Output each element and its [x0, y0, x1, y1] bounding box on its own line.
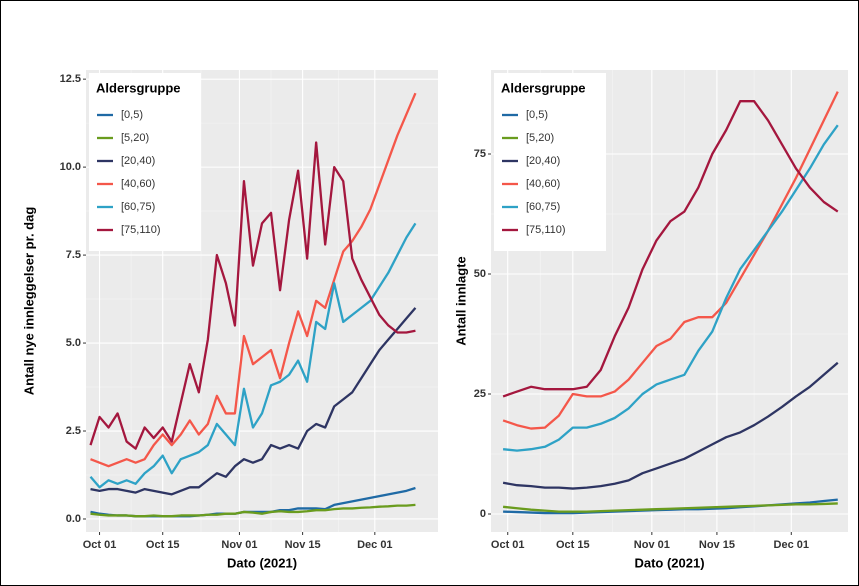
series-line [502, 361, 839, 490]
x-tick-label: Oct 15 [556, 539, 590, 551]
series-line [89, 222, 417, 489]
x-tick-label: Nov 15 [699, 539, 735, 551]
legend-label: [75,110) [121, 224, 161, 236]
legend-label: [5,20) [526, 132, 554, 144]
y-tick-label: 75 [474, 148, 486, 160]
y-tick-label: 50 [474, 268, 486, 280]
legend-label: [75,110) [526, 224, 566, 236]
x-axis-title: Dato (2021) [227, 555, 297, 570]
legend-title: Aldersgruppe [96, 80, 181, 95]
legend-label: [20,40) [526, 155, 560, 167]
x-tick-label: Oct 15 [146, 539, 180, 551]
y-tick-label: 0.0 [66, 513, 81, 525]
y-tick-label: 5.0 [66, 337, 81, 349]
legend-label: [40,60) [526, 178, 560, 190]
series-line [502, 91, 839, 430]
x-tick-label: Nov 01 [221, 539, 257, 551]
legend-label: [0,5) [121, 109, 143, 121]
series-line [90, 307, 417, 496]
y-axis-title: Antall innlagte [453, 256, 468, 346]
y-axis-title: Antall nye innleggelser pr. dag [21, 207, 36, 396]
x-tick-label: Oct 01 [491, 539, 525, 551]
x-tick-label: Nov 01 [634, 539, 670, 551]
series-line [90, 92, 417, 468]
legend-title: Aldersgruppe [501, 80, 586, 95]
y-tick-label: 25 [474, 388, 486, 400]
legend-label: [40,60) [121, 178, 155, 190]
y-tick-label: 7.5 [66, 249, 81, 261]
y-tick-label: 10.0 [60, 161, 81, 173]
x-axis-title: Dato (2021) [634, 555, 704, 570]
legend-label: [60,75) [121, 201, 155, 213]
x-tick-label: Dec 01 [357, 539, 392, 551]
y-tick-label: 0 [480, 508, 486, 520]
y-tick-label: 2.5 [66, 425, 81, 437]
y-tick-label: 12.5 [60, 73, 81, 85]
legend-label: [5,20) [121, 132, 149, 144]
series-line [90, 503, 416, 518]
legend-label: [0,5) [526, 109, 548, 121]
x-tick-label: Oct 01 [83, 539, 117, 551]
legend-label: [60,75) [526, 201, 560, 213]
legend-label: [20,40) [121, 155, 155, 167]
series-line [502, 100, 839, 398]
x-tick-label: Dec 01 [774, 539, 809, 551]
series-line [502, 502, 838, 513]
x-tick-label: Nov 15 [285, 539, 321, 551]
series-line [89, 141, 416, 450]
series-line [502, 124, 839, 452]
